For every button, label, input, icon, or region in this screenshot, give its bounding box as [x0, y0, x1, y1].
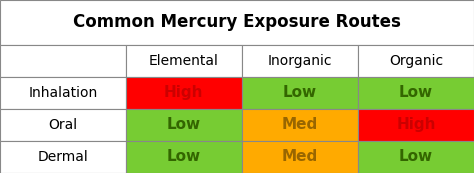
Bar	[0, 77, 126, 109]
Bar	[358, 109, 474, 141]
Text: High: High	[164, 85, 203, 101]
Bar	[126, 45, 242, 77]
Bar	[358, 45, 474, 77]
Text: Low: Low	[399, 149, 433, 165]
Text: Med: Med	[282, 149, 318, 165]
Text: Elemental: Elemental	[149, 54, 219, 68]
Text: Inorganic: Inorganic	[267, 54, 332, 68]
Text: Med: Med	[282, 117, 318, 133]
Text: Common Mercury Exposure Routes: Common Mercury Exposure Routes	[73, 13, 401, 31]
Bar	[0, 109, 126, 141]
Text: Inhalation: Inhalation	[28, 86, 98, 100]
Text: Organic: Organic	[389, 54, 443, 68]
Text: Dermal: Dermal	[37, 150, 88, 164]
Text: Low: Low	[399, 85, 433, 101]
Bar	[126, 109, 242, 141]
Bar	[242, 45, 358, 77]
Bar	[242, 109, 358, 141]
Bar	[242, 77, 358, 109]
Text: Oral: Oral	[48, 118, 77, 132]
Text: Low: Low	[167, 117, 201, 133]
Bar	[358, 141, 474, 173]
Bar	[358, 77, 474, 109]
Text: Low: Low	[283, 85, 317, 101]
Bar	[0, 45, 126, 77]
Text: Low: Low	[167, 149, 201, 165]
Text: High: High	[396, 117, 436, 133]
Bar	[242, 141, 358, 173]
Bar	[126, 77, 242, 109]
Bar	[0, 0, 474, 45]
Bar	[126, 141, 242, 173]
Bar	[0, 141, 126, 173]
